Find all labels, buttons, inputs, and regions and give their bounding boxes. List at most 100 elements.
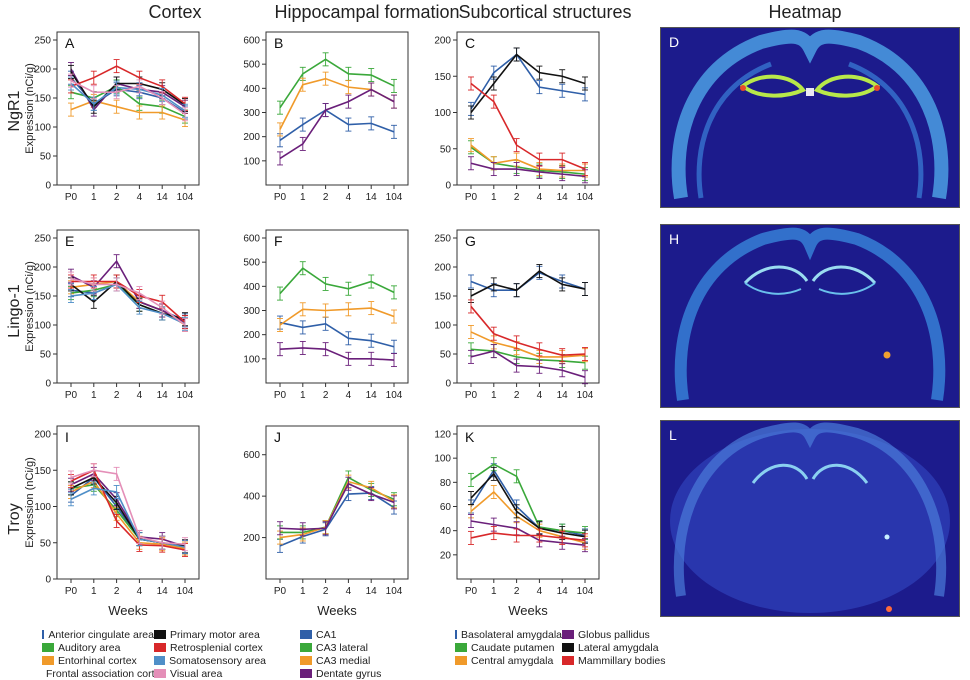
column-title-subcortical: Subcortical structures xyxy=(458,2,632,22)
y-tick-label: 150 xyxy=(434,72,451,83)
series-line xyxy=(70,480,186,550)
y-tick-label: 100 xyxy=(34,321,51,332)
x-axis-label: Weeks xyxy=(108,603,148,618)
y-tick-label: 200 xyxy=(243,330,260,341)
series-line xyxy=(70,469,186,545)
x-tick-label: 2 xyxy=(114,192,120,203)
legend-item: Retrosplenial cortex xyxy=(154,641,266,654)
x-tick-label: 4 xyxy=(537,192,543,203)
x-tick-label: 104 xyxy=(386,390,403,401)
legend-swatch xyxy=(562,643,574,652)
legend-hippocampal: CA1 CA3 lateral CA3 medial Dentate gyrus xyxy=(300,628,430,680)
y-tick-label: 600 xyxy=(243,234,260,245)
legend-subcortical: Basolateral amygdala Globus pallidus Cauda… xyxy=(455,628,670,667)
legend-swatch xyxy=(300,643,312,652)
row-label-lingo1: Lingo-1 xyxy=(6,284,23,338)
chart-panel-k: 20 40 60 80 100 120 P0 1 2 4 14 104 K Weeks xyxy=(427,420,605,618)
chart-svg-b: 100 200 300 400 500 600 P0 1 2 4 14 104 B xyxy=(243,31,409,203)
panel-letter: K xyxy=(465,429,475,445)
series-line xyxy=(470,348,586,364)
y-tick-label: 50 xyxy=(40,350,52,361)
x-tick-label: 4 xyxy=(137,192,143,203)
chart-svg-j: 200 400 600 P0 1 2 4 14 104 J Weeks xyxy=(243,425,409,618)
heatmap-label-d: D xyxy=(669,34,680,50)
y-tick-label: 250 xyxy=(34,36,51,47)
y-tick-label: 100 xyxy=(434,321,451,332)
series-line xyxy=(470,532,586,542)
legend-swatch xyxy=(154,669,166,678)
legend-item: CA3 medial xyxy=(300,654,430,667)
x-tick-label: 2 xyxy=(323,390,329,401)
y-tick-label: 250 xyxy=(34,234,51,245)
chart-svg-e: 0 50 100 150 200 250 P0 1 2 4 14 104 E Expression (nC… xyxy=(24,229,200,401)
y-tick-label: 200 xyxy=(34,65,51,76)
series-line xyxy=(470,331,586,358)
y-tick-label: 400 xyxy=(243,84,260,95)
x-tick-label: 14 xyxy=(366,390,378,401)
y-tick-label: 600 xyxy=(243,450,260,461)
y-tick-label: 500 xyxy=(243,258,260,269)
y-tick-label: 150 xyxy=(434,292,451,303)
y-tick-label: 200 xyxy=(434,263,451,274)
series-line xyxy=(470,520,586,546)
series-line xyxy=(279,482,395,531)
legend-label: Central amygdala xyxy=(471,654,554,667)
legend-label: Dentate gyrus xyxy=(316,667,382,680)
x-tick-label: 14 xyxy=(366,586,378,597)
x-tick-label: P0 xyxy=(65,192,78,203)
panel-letter: E xyxy=(65,233,74,249)
y-tick-label: 50 xyxy=(440,350,452,361)
y-tick-label: 0 xyxy=(45,575,51,586)
legend-swatch xyxy=(300,669,312,678)
panel-letter: C xyxy=(465,35,475,51)
legend-label: Entorhinal cortex xyxy=(58,654,137,667)
x-tick-label: P0 xyxy=(274,192,287,203)
y-tick-label: 100 xyxy=(243,156,260,167)
x-tick-label: 1 xyxy=(491,586,497,597)
series-line xyxy=(279,307,395,326)
x-tick-label: 14 xyxy=(157,390,169,401)
chart-panel-a: 0 50 100 150 200 250 P0 1 2 4 14 104 A Expression (nC… xyxy=(24,26,205,214)
chart-panel-e: 0 50 100 150 200 250 P0 1 2 4 14 104 E Expression (nC… xyxy=(24,224,205,412)
series-line xyxy=(70,472,186,548)
legend-item: Dentate gyrus xyxy=(300,667,430,680)
row-label-ngr1: NgR1 xyxy=(6,90,23,132)
legend-label: Basolateral amygdala xyxy=(461,628,562,641)
legend-label: CA3 medial xyxy=(316,654,371,667)
legend-item: Entorhinal cortex xyxy=(42,654,154,667)
x-tick-label: 104 xyxy=(577,192,594,203)
series-line xyxy=(279,58,395,109)
y-tick-label: 0 xyxy=(45,379,51,390)
legend-item: Caudate putamen xyxy=(455,641,562,654)
chart-panel-i: 0 50 100 150 200 P0 1 2 4 14 104 I Expression (nCi/g… xyxy=(24,420,205,618)
x-tick-label: 104 xyxy=(386,586,403,597)
y-tick-label: 300 xyxy=(243,306,260,317)
y-tick-label: 400 xyxy=(243,492,260,503)
legend-label: Caudate putamen xyxy=(471,641,555,654)
chart-panel-j: 200 400 600 P0 1 2 4 14 104 J Weeks xyxy=(236,420,414,618)
chart-svg-k: 20 40 60 80 100 120 P0 1 2 4 14 104 K Weeks xyxy=(434,425,600,618)
legend-swatch xyxy=(154,656,166,665)
plot-frame xyxy=(456,31,600,186)
y-tick-label: 100 xyxy=(434,454,451,465)
y-tick-label: 200 xyxy=(434,36,451,47)
series-line xyxy=(470,463,586,534)
y-tick-label: 150 xyxy=(34,292,51,303)
chart-panel-f: 100 200 300 400 500 600 P0 1 2 4 14 104 F xyxy=(236,224,414,412)
x-tick-label: 104 xyxy=(177,390,194,401)
x-tick-label: 1 xyxy=(300,586,306,597)
y-tick-label: 60 xyxy=(440,502,452,513)
x-tick-label: P0 xyxy=(274,586,287,597)
y-tick-label: 50 xyxy=(40,538,52,549)
x-tick-label: 1 xyxy=(300,390,306,401)
legend-swatch xyxy=(154,630,166,639)
x-tick-label: 1 xyxy=(491,192,497,203)
plot-frame xyxy=(456,229,600,384)
panel-letter: I xyxy=(65,429,69,445)
legend-label: Anterior cingulate area xyxy=(48,628,154,641)
chart-svg-c: 0 50 100 150 200 P0 1 2 4 14 104 C xyxy=(434,31,600,203)
x-tick-label: 2 xyxy=(323,586,329,597)
y-tick-label: 0 xyxy=(45,181,51,192)
series-line xyxy=(279,109,395,141)
y-tick-label: 20 xyxy=(440,550,452,561)
